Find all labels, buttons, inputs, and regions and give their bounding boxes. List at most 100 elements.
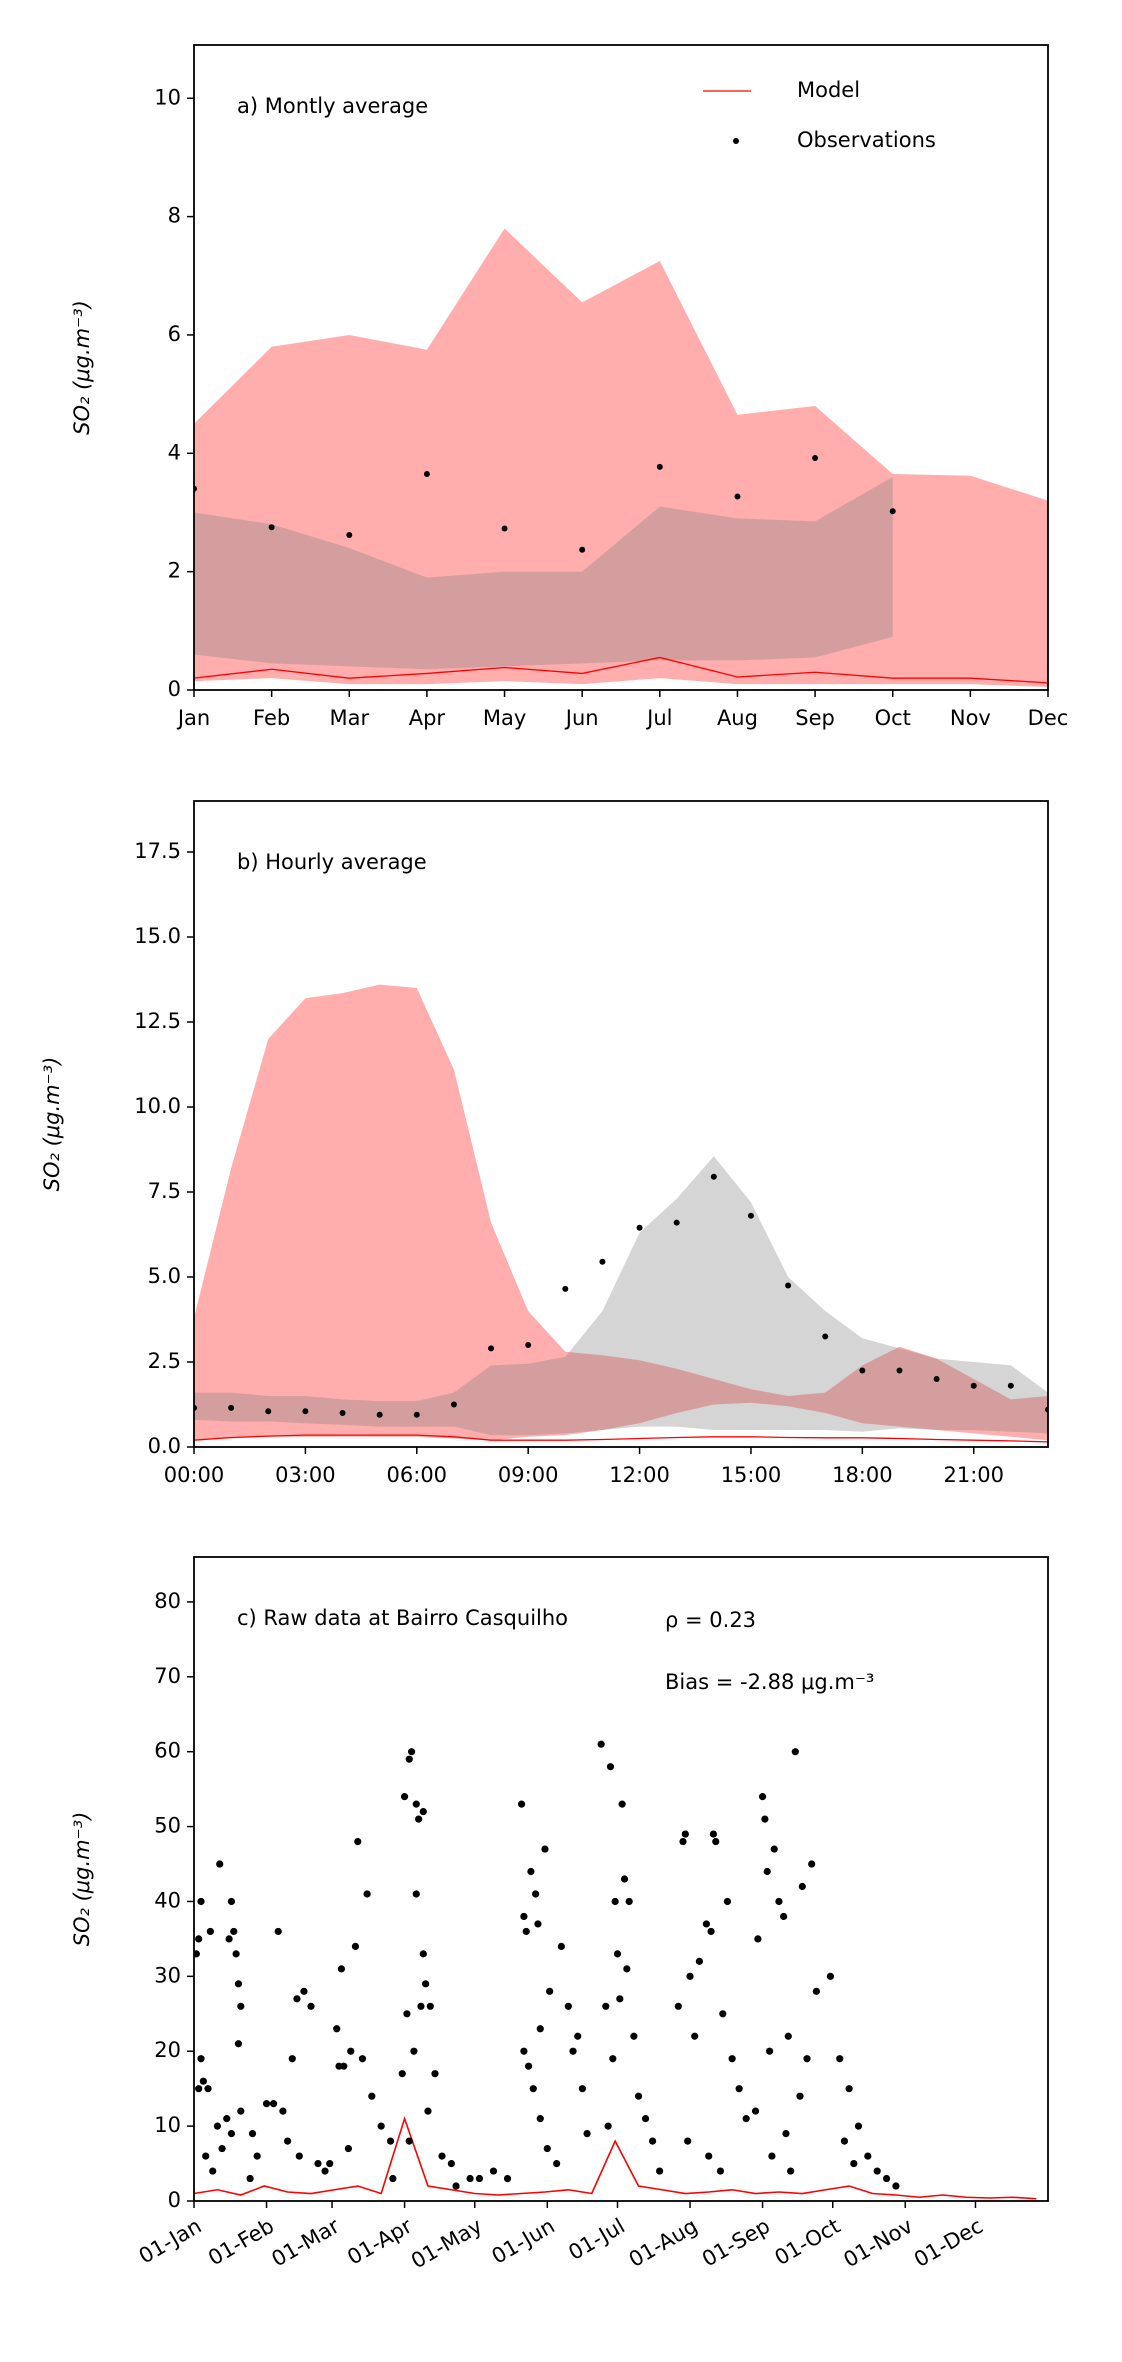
- observation-point: [765, 2047, 774, 2055]
- observation-point: [228, 1404, 235, 1411]
- observation-point: [363, 1890, 371, 1898]
- observation-point: [546, 1987, 554, 1995]
- observation-point: [798, 1882, 806, 1891]
- band: [194, 476, 893, 670]
- x-tick-label: Mar: [329, 706, 369, 730]
- observation-point: [424, 2107, 432, 2115]
- observation-point: [532, 1890, 540, 1898]
- observation-point: [351, 1942, 360, 1950]
- x-tick-label: 01-Jun: [488, 2214, 559, 2269]
- x-tick-label: 01-Feb: [204, 2214, 278, 2271]
- observation-point: [719, 2010, 727, 2018]
- observation-point: [604, 2122, 612, 2130]
- x-tick-label: Jul: [645, 706, 672, 730]
- observation-point: [543, 2144, 551, 2153]
- y-tick-label: 50: [154, 1814, 181, 1838]
- observation-point: [625, 1897, 633, 1906]
- observation-point: [529, 2085, 537, 2093]
- annotation: Bias = -2.88 μg.m⁻³: [665, 1670, 874, 1694]
- observation-point: [415, 1815, 423, 1823]
- observation-point: [785, 1282, 792, 1289]
- observation-point: [775, 1897, 783, 1906]
- y-axis-label: SO₂ (μg.m⁻³): [40, 1057, 64, 1192]
- y-axis-label: SO₂ (μg.m⁻³): [70, 1812, 94, 1947]
- observation-point: [524, 2062, 533, 2070]
- observation-point: [195, 2085, 203, 2093]
- observation-point: [262, 2100, 271, 2108]
- x-tick-label: 01-Jan: [135, 2214, 206, 2269]
- x-tick-label: 01-Mar: [268, 2214, 344, 2272]
- observation-point: [684, 2137, 692, 2145]
- observation-point: [400, 1793, 409, 1801]
- x-tick-label: Jan: [176, 706, 210, 730]
- x-tick-label: Apr: [409, 706, 446, 730]
- x-tick-label: 00:00: [164, 1463, 225, 1487]
- band: [194, 228, 1048, 688]
- observation-point: [426, 2002, 434, 2010]
- annotation: ρ = 0.23: [665, 1608, 756, 1632]
- observation-point: [248, 2130, 257, 2138]
- observation-point: [225, 1935, 233, 1943]
- observation-point: [520, 2047, 528, 2055]
- x-tick-label: 01-Jul: [564, 2214, 629, 2265]
- observation-point: [447, 2159, 455, 2168]
- observation-point: [707, 1927, 715, 1936]
- observation-point: [634, 2092, 643, 2100]
- observation-point: [520, 1912, 528, 1921]
- observation-point: [501, 525, 508, 532]
- observation-point: [354, 1837, 362, 1846]
- observation-point: [836, 2055, 844, 2063]
- observation-point: [237, 2002, 245, 2010]
- observation-point: [889, 508, 896, 515]
- observation-point: [602, 2002, 610, 2010]
- observation-point: [803, 2055, 811, 2063]
- observation-point: [562, 1285, 569, 1292]
- observation-point: [606, 1763, 615, 1771]
- observation-point: [234, 2040, 243, 2048]
- observation-point: [557, 1942, 565, 1950]
- observation-point: [578, 2085, 586, 2093]
- y-tick-label: 12.5: [134, 1009, 181, 1033]
- x-tick-label: 12:00: [609, 1463, 670, 1487]
- observation-point: [300, 1987, 308, 1995]
- observation-point: [681, 1830, 689, 1838]
- observation-point: [377, 2122, 385, 2130]
- x-tick-label: 01-Sep: [698, 2214, 774, 2272]
- model-line: [194, 2116, 1037, 2200]
- observation-point: [450, 1401, 457, 1408]
- observation-point: [1007, 1382, 1014, 1389]
- observation-point: [734, 493, 741, 500]
- observation-point: [796, 2092, 804, 2100]
- observation-point: [691, 2032, 699, 2040]
- plot-area: [194, 984, 1048, 1443]
- observation-point: [812, 1987, 820, 1995]
- observation-point: [770, 1845, 778, 1853]
- observation-point: [728, 2055, 736, 2063]
- observation-point: [307, 2002, 315, 2010]
- panel: 0.0 2.5 5.0 7.5 10.0 12.5 15.0 17.5 00:00 03:00 06…: [40, 800, 1049, 1487]
- model-line: [194, 1434, 1048, 1443]
- observation-point: [346, 531, 353, 538]
- observation-point: [826, 1972, 835, 1980]
- x-tick-label: 21:00: [943, 1463, 1004, 1487]
- y-tick-label: 8: [168, 204, 181, 228]
- observation-point: [896, 1367, 903, 1374]
- observation-point: [253, 2152, 261, 2160]
- y-tick-label: 15.0: [134, 924, 181, 948]
- observation-point: [620, 1875, 629, 1883]
- observation-point: [882, 2174, 891, 2183]
- observation-point: [564, 2002, 572, 2010]
- observation-point: [686, 1972, 694, 1980]
- observation-point: [218, 2144, 226, 2153]
- observation-point: [735, 2085, 743, 2093]
- panel-title: c) Raw data at Bairro Casquilho: [237, 1606, 568, 1630]
- observation-point: [283, 2137, 292, 2145]
- observation-point: [751, 2107, 760, 2115]
- observation-point: [636, 1224, 643, 1231]
- observation-point: [716, 2167, 725, 2175]
- x-tick-label: 01-May: [407, 2214, 486, 2274]
- observation-point: [204, 2085, 212, 2093]
- x-tick-label: 01-Dec: [910, 2214, 987, 2272]
- y-tick-label: 0: [168, 2188, 181, 2212]
